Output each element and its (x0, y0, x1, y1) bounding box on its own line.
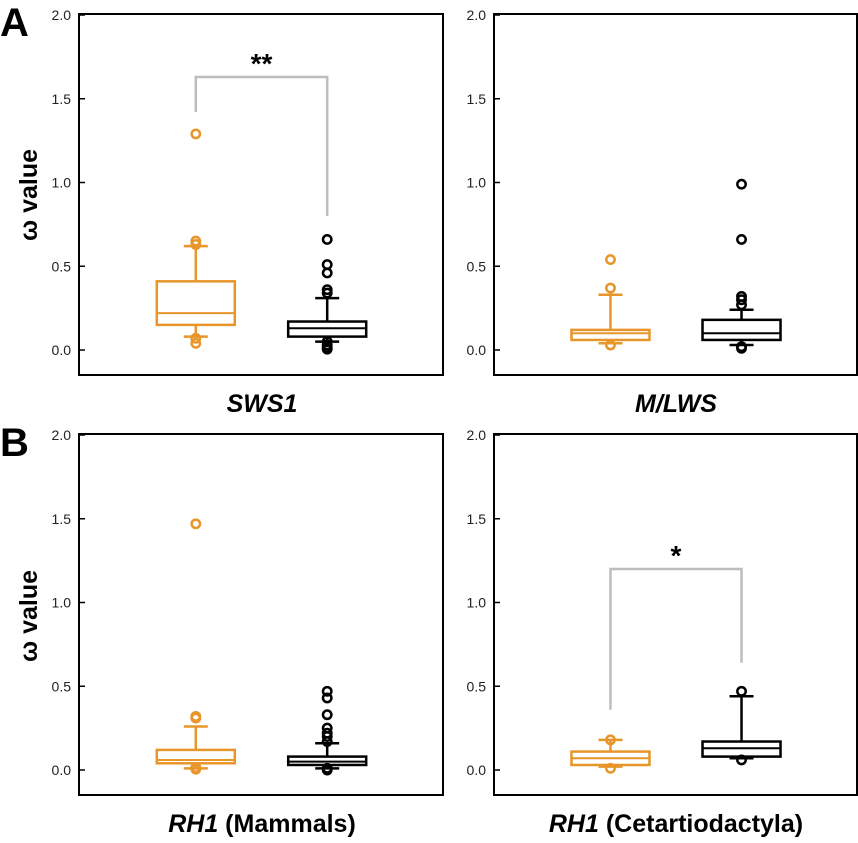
outlier-point (321, 709, 333, 721)
y-tick-label: 0.5 (52, 258, 72, 274)
panel-1: 0.0 0.5 1.0 1.5 2.0 ** SWS1 (52, 7, 444, 418)
outlier-point (190, 332, 202, 344)
y-axis-label-top: ω value (15, 149, 43, 241)
outlier-point (736, 234, 747, 245)
y-tick-label: 0.5 (467, 678, 487, 694)
plot-frame (493, 13, 858, 376)
outlier-point (736, 685, 747, 697)
y-tick-label: 1.5 (467, 91, 487, 107)
box-iqr (570, 328, 651, 342)
box-iqr (155, 748, 237, 765)
outlier-point (190, 128, 202, 140)
outlier-point (321, 234, 333, 245)
outlier-point (190, 518, 202, 530)
x-axis-label: RH1 (Mammals) (168, 810, 356, 838)
outlier-point (321, 284, 333, 296)
outlier-point (190, 762, 202, 773)
significance-label: * (671, 540, 682, 571)
outlier-point (605, 339, 616, 351)
outlier-point (605, 762, 616, 774)
box-iqr (155, 280, 237, 327)
boxplot-group-2 (701, 685, 782, 766)
plot-frame (78, 433, 444, 796)
bracket-line (609, 567, 743, 710)
y-tick-label: 2.0 (52, 427, 72, 443)
plot-frame (493, 433, 858, 796)
outlier-point (321, 336, 333, 348)
x-axis-label: RH1 (Cetartiodactyla) (549, 810, 803, 838)
panel-4: 0.0 0.5 1.0 1.5 2.0 * RH1 (Cetartiodactyla) (467, 427, 858, 838)
outlier-point (736, 178, 747, 190)
outlier-point (321, 722, 333, 734)
taxon-name: (Mammals) (218, 810, 356, 838)
y-tick-label: 0.5 (467, 258, 487, 274)
outlier-point (321, 685, 333, 697)
outlier-point (321, 259, 333, 271)
panel-3: 0.0 0.5 1.0 1.5 2.0 RH1 (Mammals) (52, 427, 444, 838)
boxplot-group-1 (570, 734, 651, 774)
outlier-point (321, 762, 333, 774)
outlier-point (605, 282, 616, 294)
y-tick-label: 0.0 (467, 342, 487, 358)
y-axis-label-bottom: ω value (15, 570, 43, 662)
x-axis-label: SWS1 (227, 390, 298, 418)
y-tick-label: 0.0 (467, 762, 487, 778)
significance-bracket: * (609, 540, 743, 710)
boxplot-group-1 (570, 254, 651, 351)
bracket-line (194, 75, 329, 216)
boxplot-group-1 (155, 128, 237, 349)
gene-name: M/LWS (635, 390, 717, 418)
outlier-point (736, 754, 747, 766)
plot-frame (78, 13, 444, 376)
outlier-point (605, 734, 616, 746)
panel-letter-b: B (0, 421, 29, 465)
taxon-name: (Cetartiodactyla) (599, 810, 803, 838)
significance-label: ** (251, 48, 273, 79)
y-tick-label: 0.5 (52, 678, 72, 694)
gene-name: RH1 (168, 810, 218, 838)
outlier-point (321, 692, 333, 704)
outlier-point (605, 254, 616, 265)
outlier-point (190, 235, 202, 247)
outlier-point (190, 710, 202, 722)
gene-name: SWS1 (227, 390, 298, 418)
boxplot-group-2 (286, 234, 368, 355)
y-tick-label: 0.0 (52, 342, 72, 358)
panel-2: 0.0 0.5 1.0 1.5 2.0 M/LWS (467, 7, 858, 418)
outlier-point (321, 727, 333, 739)
y-tick-label: 1.5 (52, 91, 72, 107)
panel-letter-a: A (0, 1, 29, 45)
y-tick-label: 2.0 (52, 7, 72, 23)
significance-bracket: ** (194, 48, 329, 216)
boxplot-group-1 (155, 518, 237, 775)
x-axis-label: M/LWS (635, 390, 717, 418)
gene-name: RH1 (549, 810, 599, 838)
y-tick-label: 1.0 (467, 175, 487, 191)
boxplot-group-2 (286, 685, 368, 776)
box-iqr (701, 318, 782, 342)
y-tick-label: 1.0 (52, 595, 72, 611)
y-tick-label: 2.0 (467, 7, 487, 23)
y-tick-label: 1.5 (467, 511, 487, 527)
outlier-point (736, 290, 747, 302)
y-tick-label: 1.0 (52, 175, 72, 191)
outlier-point (736, 341, 747, 353)
y-tick-label: 0.0 (52, 762, 72, 778)
y-tick-label: 1.0 (467, 595, 487, 611)
y-tick-label: 2.0 (467, 427, 487, 443)
outlier-point (190, 337, 202, 349)
boxplot-group-2 (701, 178, 782, 354)
y-tick-label: 1.5 (52, 511, 72, 527)
